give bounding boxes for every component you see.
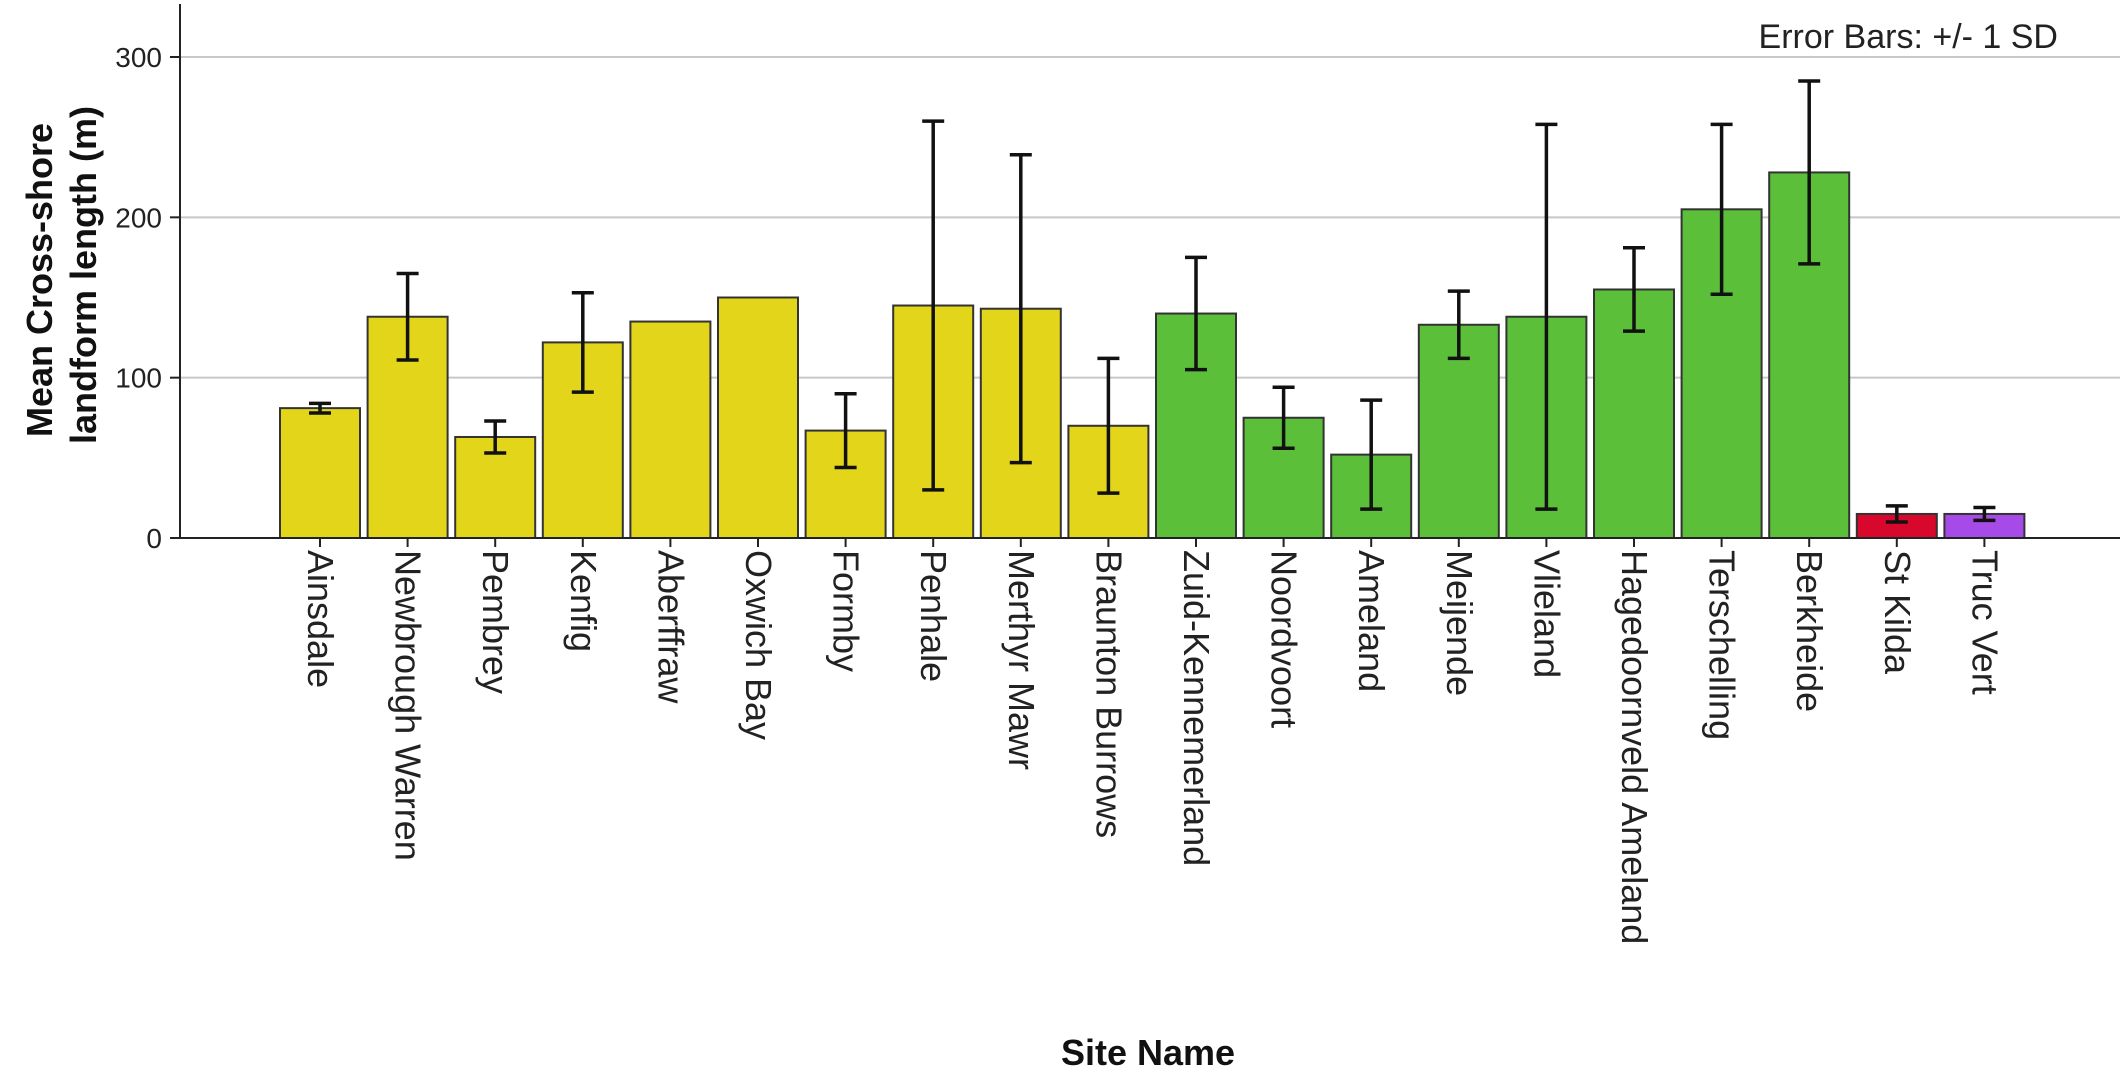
- y-tick-label: 300: [115, 42, 162, 73]
- error-bar: [1272, 385, 1295, 450]
- error-bar: [1885, 504, 1908, 524]
- x-tick-label: Merthyr Mawr: [1001, 550, 1042, 770]
- error-bar: [1973, 505, 1996, 523]
- error-bar: [484, 419, 507, 455]
- error-bar: [1097, 356, 1120, 495]
- x-tick-label: Vlieland: [1526, 550, 1567, 678]
- y-tick-labels: 0 100 200 300: [115, 42, 180, 554]
- x-tick-label: Ainsdale: [300, 550, 341, 688]
- error-bar: [309, 401, 331, 415]
- error-bar: [922, 119, 945, 492]
- x-tick-label: Newbrough Warren: [388, 550, 429, 861]
- x-tick-label: Kenfig: [563, 550, 604, 652]
- x-tick-label: Terschelling: [1702, 550, 1743, 740]
- bar: [629, 320, 712, 539]
- x-tick-label: Braunton Burrows: [1088, 550, 1129, 838]
- x-tick-label: Penhale: [913, 550, 954, 682]
- x-tick-label: Aberffraw: [650, 550, 691, 704]
- error-bars-note: Error Bars: +/- 1 SD: [1759, 18, 2058, 56]
- error-bar: [1535, 122, 1558, 511]
- y-tick-label: 100: [115, 363, 162, 394]
- x-tick-label: Formby: [826, 550, 867, 672]
- x-tick-label: Hagedoornveld Ameland: [1614, 550, 1655, 944]
- bar: [279, 407, 361, 539]
- x-tick-label: Zuid-Kennemerland: [1176, 550, 1217, 866]
- error-bar: [1798, 79, 1821, 266]
- x-axis-title: Site Name: [1061, 1032, 1235, 1073]
- x-tick-label: Ameland: [1351, 550, 1392, 692]
- error-bar: [1009, 153, 1032, 465]
- x-tick-label: Pembrey: [475, 550, 516, 694]
- x-tick-label: Oxwich Bay: [738, 550, 779, 740]
- bars: [279, 171, 2026, 540]
- error-bar: [571, 290, 594, 394]
- error-bar: [834, 391, 857, 470]
- error-bars: [309, 79, 1996, 524]
- error-bar: [1447, 289, 1470, 361]
- error-bar: [1185, 255, 1207, 372]
- x-tick-label: Noordvoort: [1264, 550, 1305, 728]
- x-tick-label: Truc Vert: [1964, 550, 2005, 695]
- bar: [717, 296, 799, 539]
- error-bar: [396, 271, 419, 362]
- y-axis-title-line-1: Mean Cross-shore: [19, 123, 60, 437]
- error-bar: [1360, 398, 1383, 511]
- x-tick-label: Berkheide: [1789, 550, 1830, 712]
- y-tick-label: 0: [146, 523, 162, 554]
- x-tick-labels: Ainsdale Newbrough Warren Pembrey Kenfig Abe…: [300, 538, 2005, 944]
- y-tick-label: 200: [115, 202, 162, 233]
- x-tick-label: Meijende: [1439, 550, 1480, 696]
- y-axis-title-line-2: landform length (m): [63, 106, 104, 444]
- error-bar: [1623, 246, 1645, 333]
- axes: [179, 4, 2120, 539]
- y-axis-title: Mean Cross-shore landform length (m): [19, 106, 104, 444]
- error-bar: [1710, 122, 1733, 297]
- x-tick-label: St Kilda: [1877, 550, 1918, 675]
